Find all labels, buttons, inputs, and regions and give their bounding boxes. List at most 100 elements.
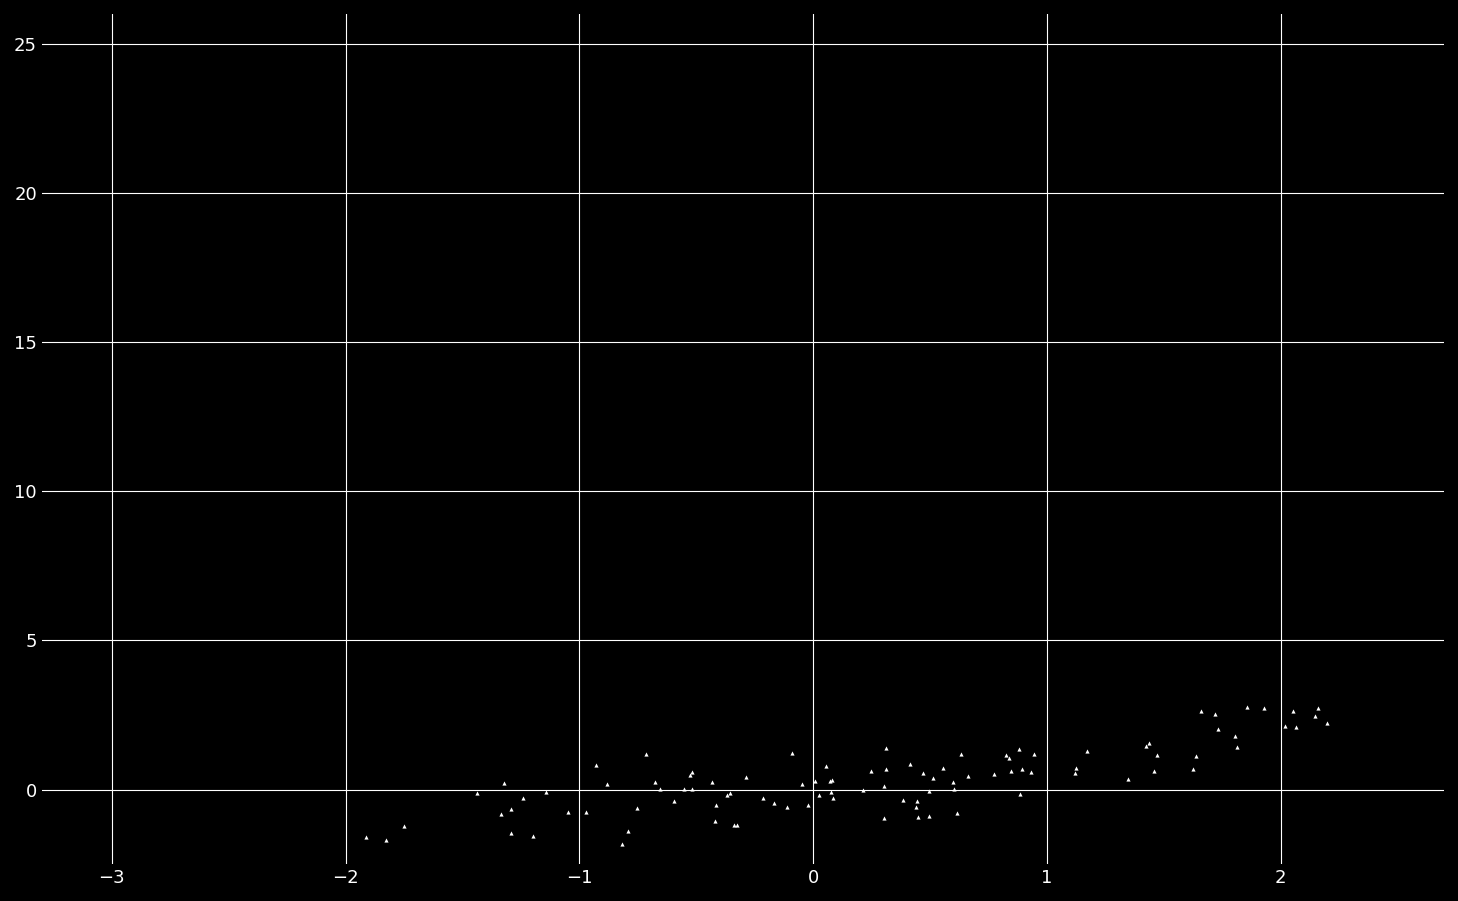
Point (595, 777, 618, 791)
Point (643, 775, 666, 789)
Point (819, 772, 843, 787)
Point (751, 790, 774, 805)
Point (999, 764, 1022, 778)
Point (851, 782, 875, 796)
Point (1273, 719, 1296, 733)
Point (1019, 765, 1042, 779)
Point (704, 815, 728, 829)
Point (1181, 762, 1204, 777)
Point (796, 798, 819, 813)
Point (819, 785, 843, 799)
Point (1010, 762, 1034, 777)
Point (892, 793, 916, 807)
Point (678, 768, 701, 782)
Point (534, 785, 557, 799)
Point (921, 771, 945, 786)
Point (875, 762, 898, 777)
Point (956, 769, 980, 783)
Point (994, 748, 1018, 762)
Point (465, 786, 488, 800)
Point (611, 836, 634, 851)
Point (904, 799, 927, 814)
Point (1146, 748, 1169, 762)
Point (1184, 749, 1207, 763)
Point (679, 765, 703, 779)
Point (1203, 706, 1226, 721)
Point (499, 801, 522, 815)
Point (1315, 716, 1338, 731)
Point (354, 830, 378, 844)
Point (1225, 741, 1248, 755)
Point (872, 778, 895, 793)
Point (859, 764, 882, 778)
Point (490, 806, 513, 821)
Point (1076, 743, 1099, 758)
Point (512, 791, 535, 805)
Point (790, 777, 814, 791)
Point (898, 757, 921, 771)
Point (815, 759, 838, 773)
Point (1117, 772, 1140, 787)
Point (634, 746, 658, 760)
Point (1142, 764, 1165, 778)
Point (663, 794, 687, 808)
Point (557, 805, 580, 819)
Point (375, 833, 398, 848)
Point (392, 818, 416, 833)
Point (803, 774, 827, 788)
Point (1236, 700, 1260, 714)
Point (818, 774, 841, 788)
Point (1282, 705, 1305, 719)
Point (672, 781, 695, 796)
Point (521, 829, 544, 843)
Point (700, 775, 723, 789)
Point (946, 806, 970, 821)
Point (649, 781, 672, 796)
Point (776, 799, 799, 814)
Point (917, 809, 940, 824)
Point (491, 776, 515, 790)
Point (930, 761, 954, 776)
Point (1206, 722, 1229, 736)
Point (763, 796, 786, 810)
Point (1063, 766, 1086, 780)
Point (997, 751, 1021, 765)
Point (911, 766, 935, 780)
Point (1064, 760, 1088, 775)
Point (942, 775, 965, 789)
Point (1137, 735, 1161, 750)
Point (1022, 746, 1045, 760)
Point (981, 767, 1005, 781)
Point (625, 801, 649, 815)
Point (735, 769, 758, 784)
Point (722, 818, 745, 833)
Point (679, 781, 703, 796)
Point (1190, 704, 1213, 718)
Point (875, 741, 898, 755)
Point (615, 824, 639, 838)
Point (1303, 708, 1327, 723)
Point (872, 811, 895, 825)
Point (808, 788, 831, 803)
Point (717, 786, 741, 800)
Point (917, 784, 940, 798)
Point (500, 825, 523, 840)
Point (780, 746, 803, 760)
Point (585, 758, 608, 772)
Point (943, 781, 967, 796)
Point (1284, 720, 1308, 734)
Point (714, 788, 738, 803)
Point (574, 805, 598, 819)
Point (907, 809, 930, 824)
Point (1134, 739, 1158, 753)
Point (1007, 787, 1031, 801)
Point (1252, 701, 1276, 715)
Point (1223, 729, 1247, 743)
Point (949, 747, 972, 761)
Point (905, 794, 929, 808)
Point (704, 797, 728, 812)
Point (725, 818, 748, 833)
Point (1306, 701, 1330, 715)
Point (821, 790, 844, 805)
Point (1007, 742, 1031, 757)
